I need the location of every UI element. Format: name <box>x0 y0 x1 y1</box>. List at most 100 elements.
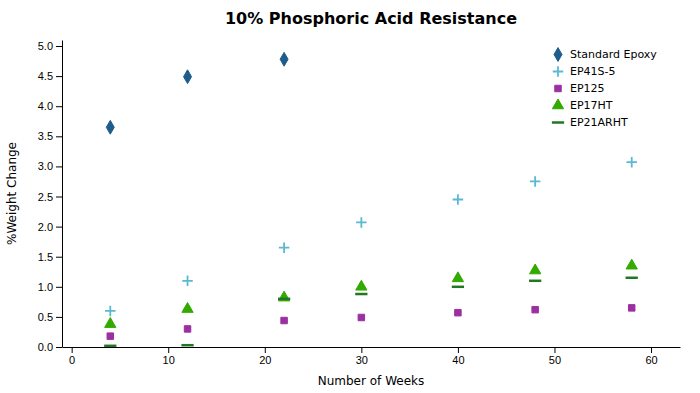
point <box>182 303 193 313</box>
tick-mark <box>56 76 62 77</box>
tick: 1.0 <box>38 281 62 293</box>
legend-symbol <box>552 99 563 109</box>
legend-item: EP17HT <box>552 99 612 112</box>
legend-item: Standard Epoxy <box>554 48 657 62</box>
tick-mark <box>56 197 62 198</box>
tick: 2.0 <box>38 221 62 233</box>
tick-mark <box>56 46 62 47</box>
point <box>184 326 190 332</box>
tick: 40 <box>452 347 464 366</box>
point <box>529 280 541 283</box>
point <box>356 217 366 227</box>
legend-label: EP17HT <box>570 99 613 112</box>
point <box>280 52 288 66</box>
point <box>452 272 463 282</box>
axis-line <box>62 41 63 348</box>
tick: 4.5 <box>38 70 62 82</box>
point <box>182 276 192 286</box>
point <box>355 293 367 296</box>
tick-label: 2.5 <box>38 191 53 203</box>
tick: 3.5 <box>38 130 62 142</box>
tick: 1.5 <box>38 251 62 263</box>
y-axis-title: %Weight Change <box>5 142 19 245</box>
tick-label: 2.0 <box>38 221 53 233</box>
x-axis-title: Number of Weeks <box>318 374 425 388</box>
point <box>453 194 463 204</box>
tick-label: 3.5 <box>38 130 53 142</box>
point <box>104 345 116 347</box>
tick-mark <box>56 257 62 258</box>
point <box>356 280 367 290</box>
marks <box>104 52 638 345</box>
legend-label: EP125 <box>570 82 605 95</box>
point <box>107 333 113 339</box>
tick-mark <box>56 287 62 288</box>
tick-label: 20 <box>259 354 271 366</box>
tick-mark <box>265 347 266 353</box>
x-axis: 0 10 20 30 40 50 60 <box>63 347 681 366</box>
series <box>106 52 288 134</box>
point <box>532 306 538 312</box>
tick-label: 5.0 <box>38 40 53 52</box>
tick: 0 <box>69 347 75 366</box>
tick-mark <box>554 347 555 353</box>
axis-line <box>63 347 681 348</box>
series <box>105 259 638 327</box>
tick-mark <box>56 347 62 348</box>
tick-label: 60 <box>645 354 657 366</box>
tick-mark <box>458 347 459 353</box>
legend: Standard Epoxy EP41S-5 EP125 EP17HT EP21ARHT <box>552 48 657 130</box>
legend-symbol <box>553 66 563 76</box>
legend-symbol <box>552 121 564 124</box>
tick-label: 0.0 <box>38 341 53 353</box>
point <box>184 70 192 84</box>
legend-label: EP41S-5 <box>570 65 616 78</box>
tick-label: 3.0 <box>38 160 53 172</box>
tick: 4.0 <box>38 100 62 112</box>
tick-mark <box>361 347 362 353</box>
y-axis: 0.0 0.5 1.0 1.5 2.0 2.5 3.0 3.5 4.0 4.5 5.0 <box>38 40 63 353</box>
tick: 2.5 <box>38 191 62 203</box>
tick: 60 <box>645 347 657 366</box>
tick-label: 0 <box>69 354 75 366</box>
tick: 10 <box>163 347 175 366</box>
tick: 5.0 <box>38 40 62 52</box>
tick-label: 50 <box>549 354 561 366</box>
legend-label: Standard Epoxy <box>570 48 657 61</box>
series <box>104 278 638 346</box>
tick: 3.0 <box>38 160 62 172</box>
point <box>455 309 461 315</box>
point <box>278 298 290 301</box>
point <box>358 314 364 320</box>
tick-label: 1.5 <box>38 251 53 263</box>
tick: 30 <box>356 347 368 366</box>
point <box>281 317 287 323</box>
chart: 0 10 20 30 40 50 60 0.0 0.5 1.0 1.5 2.0 2.5 3.0 3.5 4.0… <box>0 0 700 393</box>
tick-label: 1.0 <box>38 281 53 293</box>
point <box>626 277 638 280</box>
point <box>181 344 193 347</box>
tick-mark <box>56 106 62 107</box>
tick-mark <box>72 347 73 353</box>
tick: 0.5 <box>38 311 62 323</box>
plot-area: 0 10 20 30 40 50 60 0.0 0.5 1.0 1.5 2.0 2.5 3.0 3.5 4.0… <box>38 40 681 366</box>
legend-item: EP21ARHT <box>552 116 628 129</box>
legend-item: EP41S-5 <box>553 65 616 78</box>
point <box>105 306 115 316</box>
point <box>278 291 289 301</box>
point <box>628 305 634 311</box>
tick-mark <box>56 317 62 318</box>
tick: 20 <box>259 347 271 366</box>
legend-symbol <box>555 85 561 91</box>
point <box>626 157 636 167</box>
point <box>452 286 464 289</box>
point <box>106 120 114 134</box>
tick-mark <box>56 166 62 167</box>
point <box>279 242 289 252</box>
point <box>626 259 637 269</box>
legend-symbol <box>554 48 562 62</box>
tick-label: 4.0 <box>38 100 53 112</box>
tick-mark <box>651 347 652 353</box>
legend-item: EP125 <box>555 82 605 95</box>
tick-label: 30 <box>356 354 368 366</box>
